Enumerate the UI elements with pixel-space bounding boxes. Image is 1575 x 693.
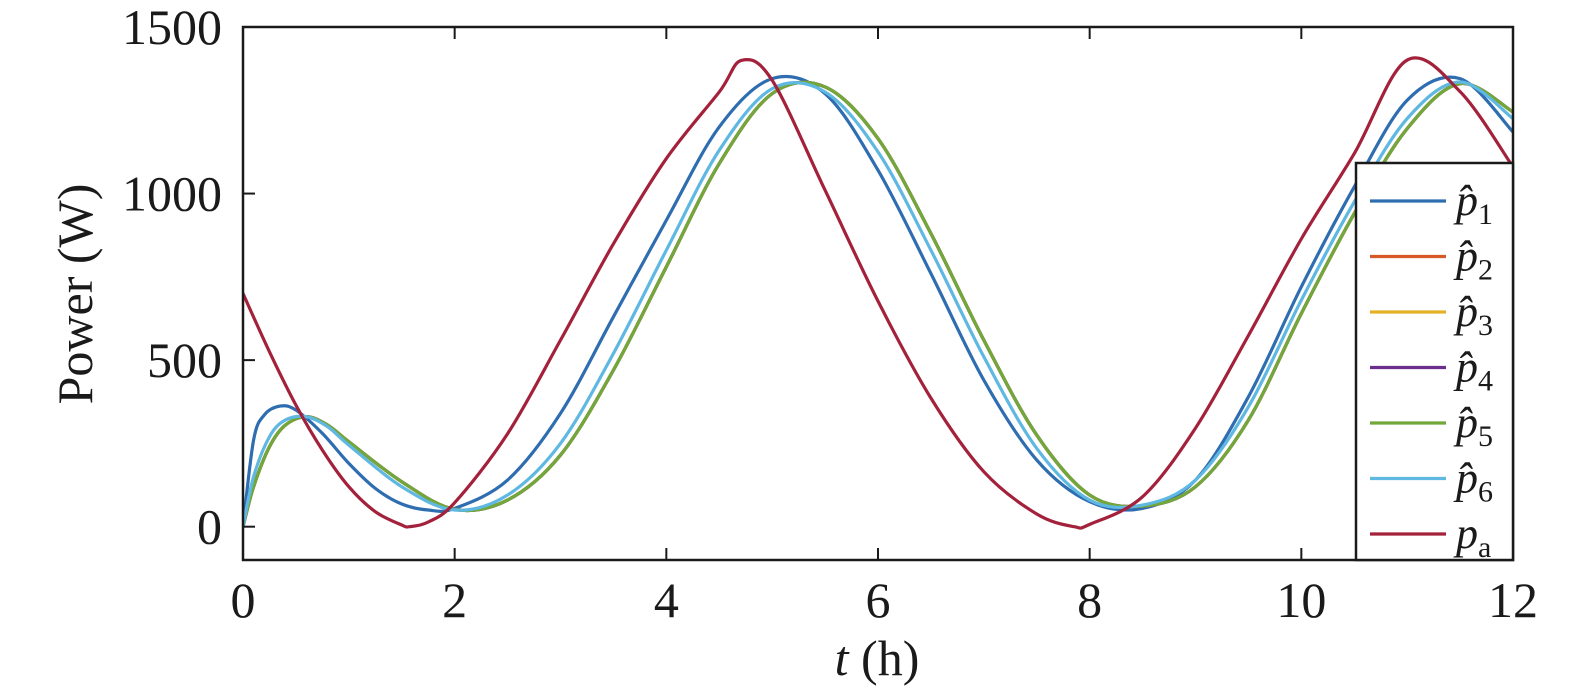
legend-label: p̂1: [1453, 176, 1493, 231]
x-tick-label: 4: [654, 572, 679, 628]
plot-background: [243, 27, 1513, 560]
x-tick-label: 2: [442, 572, 467, 628]
legend-label-subscript: 4: [1478, 365, 1493, 398]
x-tick-label: 0: [231, 572, 256, 628]
legend-label-subscript: 5: [1478, 420, 1493, 453]
x-axis-title: t (h): [835, 630, 920, 686]
x-tick-label: 10: [1276, 572, 1326, 628]
legend-label: p̂2: [1453, 232, 1493, 287]
legend-label: p̂4: [1453, 343, 1493, 398]
x-axis-ticks: 0 2 4 6 8 10 12: [231, 27, 1538, 628]
legend-label-subscript: a: [1478, 531, 1491, 564]
y-tick-label: 0: [197, 499, 222, 555]
legend-label-base: p̂: [1453, 176, 1478, 225]
series-line-7: [243, 56, 1513, 530]
legend-box: [1354, 161, 1515, 562]
legend-label-base: p̂: [1453, 287, 1478, 336]
legend-label-base: p̂: [1453, 232, 1478, 281]
legend-label-base: p: [1453, 509, 1478, 558]
legend-label: p̂5: [1453, 398, 1493, 453]
series-line-1: [243, 74, 1513, 529]
legend-label-subscript: 1: [1478, 198, 1493, 231]
legend-label-subscript: 6: [1478, 476, 1493, 509]
legend-label-subscript: 3: [1478, 309, 1493, 342]
series-line-6: [243, 80, 1513, 529]
x-axis-title-variable: t: [835, 630, 850, 686]
y-tick-label: 1500: [122, 0, 222, 55]
x-axis-title-unit: (h): [849, 630, 920, 686]
legend-label-base: p̂: [1453, 343, 1478, 392]
y-tick-label: 500: [147, 332, 222, 388]
x-tick-label: 8: [1077, 572, 1102, 628]
y-axis-title: Power (W): [47, 184, 103, 405]
legend-label-subscript: 2: [1478, 254, 1493, 287]
x-tick-label: 6: [866, 572, 891, 628]
legend: p̂1p̂2p̂3p̂4p̂5p̂6pa: [1354, 161, 1515, 564]
y-tick-label: 1000: [122, 166, 222, 222]
legend-label: pa: [1453, 509, 1491, 564]
legend-label: p̂3: [1453, 287, 1493, 342]
legend-label: p̂6: [1453, 454, 1493, 509]
series-layer: [243, 56, 1513, 530]
legend-label-base: p̂: [1453, 454, 1478, 503]
y-axis-ticks: 0 500 1000 1500: [122, 0, 1513, 555]
plot-area: [243, 27, 1513, 560]
x-tick-label: 12: [1488, 572, 1538, 628]
legend-label-base: p̂: [1453, 398, 1478, 447]
